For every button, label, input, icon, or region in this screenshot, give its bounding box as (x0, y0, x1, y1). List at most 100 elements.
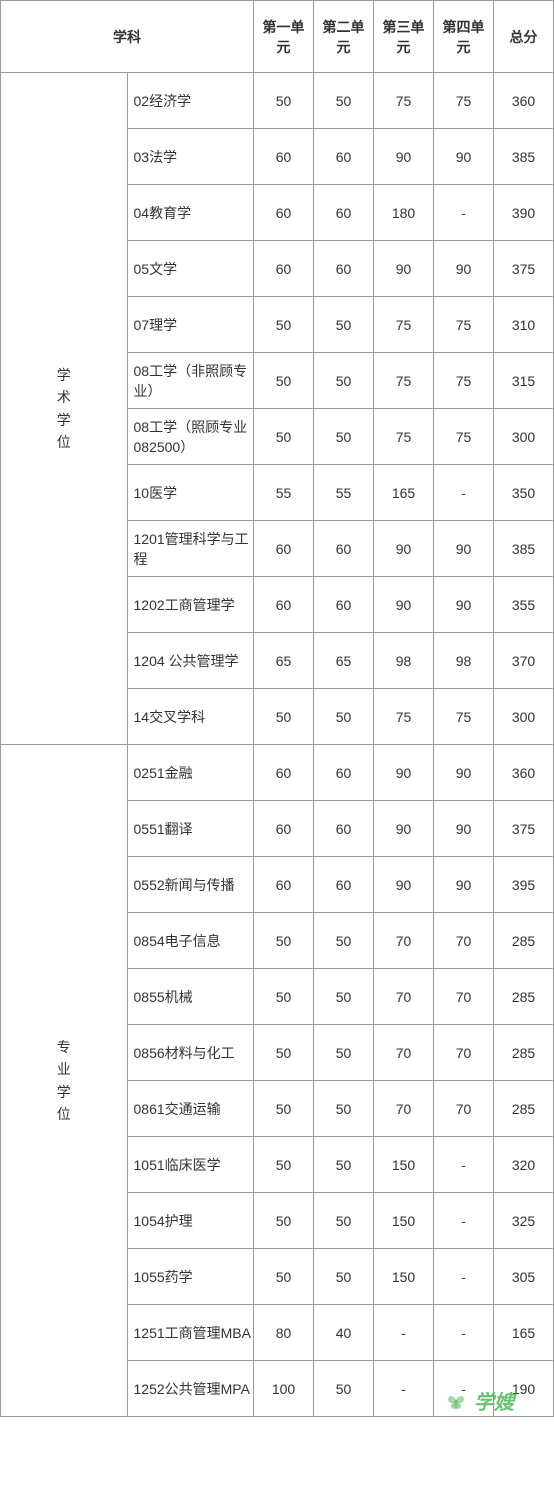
unit-cell: 70 (434, 1081, 494, 1137)
category-cell: 学术学位 (1, 73, 128, 745)
total-cell: 285 (494, 969, 554, 1025)
category-cell: 专业学位 (1, 745, 128, 1417)
subject-cell: 1055药学 (127, 1249, 254, 1305)
subject-cell: 1252公共管理MPA (127, 1361, 254, 1417)
unit-cell: 75 (374, 409, 434, 465)
unit-cell: 50 (314, 409, 374, 465)
subject-cell: 04教育学 (127, 185, 254, 241)
unit-cell: 50 (254, 73, 314, 129)
unit-cell: 90 (434, 745, 494, 801)
total-cell: 300 (494, 409, 554, 465)
header-unit4: 第四单元 (434, 1, 494, 73)
total-cell: 310 (494, 297, 554, 353)
total-cell: 375 (494, 241, 554, 297)
subject-cell: 08工学（照顾专业082500） (127, 409, 254, 465)
unit-cell: 60 (314, 521, 374, 577)
unit-cell: 98 (374, 633, 434, 689)
subject-cell: 0855机械 (127, 969, 254, 1025)
table-row: 学术学位02经济学50507575360 (1, 73, 554, 129)
unit-cell: 50 (254, 689, 314, 745)
unit-cell: 50 (314, 1361, 374, 1417)
unit-cell: 50 (254, 913, 314, 969)
subject-cell: 08工学（非照顾专业） (127, 353, 254, 409)
subject-cell: 1201管理科学与工程 (127, 521, 254, 577)
scores-table: 学科 第一单元 第二单元 第三单元 第四单元 总分 学术学位02经济学50507… (0, 0, 554, 1417)
subject-cell: 0552新闻与传播 (127, 857, 254, 913)
header-unit3: 第三单元 (374, 1, 434, 73)
total-cell: 385 (494, 129, 554, 185)
unit-cell: 50 (314, 353, 374, 409)
unit-cell: 90 (374, 801, 434, 857)
unit-cell: 90 (374, 577, 434, 633)
unit-cell: 50 (314, 1025, 374, 1081)
unit-cell: 60 (254, 185, 314, 241)
subject-cell: 1204 公共管理学 (127, 633, 254, 689)
unit-cell: 60 (314, 577, 374, 633)
total-cell: 190 (494, 1361, 554, 1417)
unit-cell: 75 (434, 297, 494, 353)
unit-cell: - (434, 1249, 494, 1305)
unit-cell: 60 (254, 241, 314, 297)
total-cell: 370 (494, 633, 554, 689)
unit-cell: 60 (254, 857, 314, 913)
unit-cell: - (434, 1193, 494, 1249)
unit-cell: 50 (314, 1193, 374, 1249)
unit-cell: 60 (254, 801, 314, 857)
unit-cell: - (434, 1305, 494, 1361)
subject-cell: 03法学 (127, 129, 254, 185)
unit-cell: 50 (314, 913, 374, 969)
total-cell: 320 (494, 1137, 554, 1193)
unit-cell: - (434, 1361, 494, 1417)
unit-cell: 50 (314, 297, 374, 353)
unit-cell: 75 (434, 689, 494, 745)
unit-cell: 60 (254, 745, 314, 801)
subject-cell: 14交叉学科 (127, 689, 254, 745)
unit-cell: 50 (254, 409, 314, 465)
subject-cell: 0861交通运输 (127, 1081, 254, 1137)
unit-cell: 180 (374, 185, 434, 241)
unit-cell: 50 (314, 1081, 374, 1137)
unit-cell: - (434, 185, 494, 241)
subject-cell: 1051临床医学 (127, 1137, 254, 1193)
total-cell: 360 (494, 745, 554, 801)
unit-cell: 75 (434, 409, 494, 465)
unit-cell: 70 (374, 1081, 434, 1137)
unit-cell: 50 (254, 1193, 314, 1249)
subject-cell: 0251金融 (127, 745, 254, 801)
total-cell: 325 (494, 1193, 554, 1249)
unit-cell: 90 (434, 577, 494, 633)
unit-cell: 70 (434, 1025, 494, 1081)
unit-cell: 80 (254, 1305, 314, 1361)
unit-cell: 65 (254, 633, 314, 689)
unit-cell: 90 (434, 801, 494, 857)
unit-cell: 75 (374, 297, 434, 353)
unit-cell: 60 (314, 745, 374, 801)
unit-cell: 50 (254, 297, 314, 353)
total-cell: 395 (494, 857, 554, 913)
total-cell: 385 (494, 521, 554, 577)
total-cell: 285 (494, 913, 554, 969)
unit-cell: 50 (254, 1137, 314, 1193)
unit-cell: 50 (314, 1137, 374, 1193)
unit-cell: 75 (434, 353, 494, 409)
unit-cell: 70 (374, 1025, 434, 1081)
subject-cell: 1054护理 (127, 1193, 254, 1249)
unit-cell: 40 (314, 1305, 374, 1361)
subject-cell: 0856材料与化工 (127, 1025, 254, 1081)
unit-cell: 70 (374, 913, 434, 969)
table-row: 专业学位0251金融60609090360 (1, 745, 554, 801)
total-cell: 300 (494, 689, 554, 745)
total-cell: 315 (494, 353, 554, 409)
unit-cell: 55 (254, 465, 314, 521)
unit-cell: 75 (434, 73, 494, 129)
total-cell: 285 (494, 1025, 554, 1081)
unit-cell: 70 (434, 913, 494, 969)
unit-cell: - (434, 1137, 494, 1193)
unit-cell: - (374, 1305, 434, 1361)
total-cell: 390 (494, 185, 554, 241)
unit-cell: 60 (314, 241, 374, 297)
unit-cell: 150 (374, 1249, 434, 1305)
total-cell: 355 (494, 577, 554, 633)
subject-cell: 07理学 (127, 297, 254, 353)
unit-cell: 90 (434, 241, 494, 297)
